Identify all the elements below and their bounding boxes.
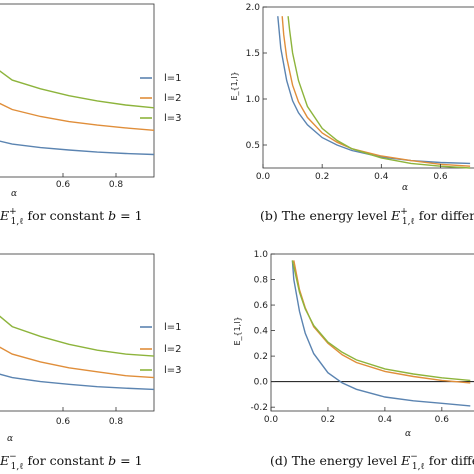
y-axis-label: E_{1,l} [233,316,242,345]
legend-label: l=3 [164,113,182,124]
panel-a: 0.6 0.8 α l=1 l=2 l=3 E+ 1,ℓ for constant… [0,4,182,227]
xtick-label: 0.2 [321,415,335,425]
ytick-label: 1.0 [254,250,269,260]
series-line-l1 [0,129,154,155]
ytick-label: 0.4 [254,327,269,337]
series-line-l2 [294,260,471,383]
ytick-label: 2.0 [246,3,261,13]
x-axis-label: α [402,183,408,193]
series-line-l3 [288,16,470,168]
series-line-l3 [0,39,154,108]
legend-a: l=1 l=2 l=3 [140,73,182,124]
legend-label: l=3 [164,365,182,376]
ytick-label: 0.2 [254,352,268,362]
legend-label: l=2 [164,93,182,104]
legend-label: l=1 [164,322,182,333]
panel-a-xticks: 0.6 0.8 [56,173,124,190]
x-axis-label: α [11,189,17,199]
svg-text:E−1,ℓ for constant b = 1: E− 1,ℓ for constant b = 1 [0,452,143,472]
series-line-l3 [292,260,470,380]
caption-d: (d) The energy level E−1,ℓ for different [270,452,474,472]
legend-c: l=1 l=2 l=3 [140,322,182,376]
xtick-label: 0.4 [378,415,393,425]
xtick-label: 0.6 [435,415,450,425]
xtick-label: 0.8 [109,180,124,190]
xtick-label: 0.0 [256,172,271,182]
xtick-label: 0.8 [109,417,124,427]
ytick-label: 1.5 [246,49,260,59]
ytick-label: 0.6 [254,301,269,311]
xtick-label: 0.0 [264,415,279,425]
panel-d: 0.0 0.2 0.4 0.6 -0.2 0.0 0.2 0.4 0.6 0.8 1.0 E_{1,… [233,250,474,472]
xtick-label: 0.4 [374,172,389,182]
xtick-label: 0.6 [433,172,448,182]
legend-label: l=2 [164,344,182,355]
xtick-label: 0.6 [56,180,71,190]
panel-c-xticks: 0.6 0.8 [56,407,124,427]
svg-text:(b) The energy level E+1,ℓ for: (b) The energy level E+1,ℓ for different… [260,207,474,227]
series-line-l2 [0,325,154,378]
xtick-label: 0.2 [315,172,329,182]
ytick-label: 0.8 [254,276,269,286]
ytick-label: -0.2 [250,403,268,413]
caption-b: (b) The energy level E+1,ℓ for different… [260,207,474,227]
x-axis-label: α [405,429,411,439]
svg-text:E+1,ℓ for constant b = 1: E+ 1,ℓ for constant b = 1 [0,207,143,227]
ytick-label: 0.0 [254,378,269,388]
panel-b-ticks: 0.0 0.2 0.4 0.6 0.5 1.0 1.5 2.0 [246,3,448,182]
caption-a: E+ 1,ℓ for constant b = 1 [0,207,143,227]
ytick-label: 1.0 [246,95,261,105]
panel-b: 0.0 0.2 0.4 0.6 0.5 1.0 1.5 2.0 E_{1,l} α (b) T… [230,3,474,227]
caption-c: E− 1,ℓ for constant b = 1 [0,452,143,472]
legend-label: l=1 [164,73,182,84]
series-line-l2 [282,16,470,166]
panel-d-ticks: 0.0 0.2 0.4 0.6 -0.2 0.0 0.2 0.4 0.6 0.8 1.0 [250,250,449,425]
series-line-l3 [0,285,154,356]
panel-b-frame [263,7,474,168]
x-axis-label: α [7,434,13,444]
ytick-label: 0.5 [246,141,260,151]
series-line-l1 [278,16,470,163]
y-axis-label: E_{1,l} [230,71,239,100]
xtick-label: 0.6 [56,417,71,427]
panel-c-frame [0,254,154,411]
svg-text:(d) The energy level E−1,ℓ for: (d) The energy level E−1,ℓ for different [270,452,474,472]
panel-d-frame [271,254,474,411]
panel-c: 0.6 0.8 α l=1 l=2 l=3 E− 1,ℓ for constant… [0,254,182,472]
